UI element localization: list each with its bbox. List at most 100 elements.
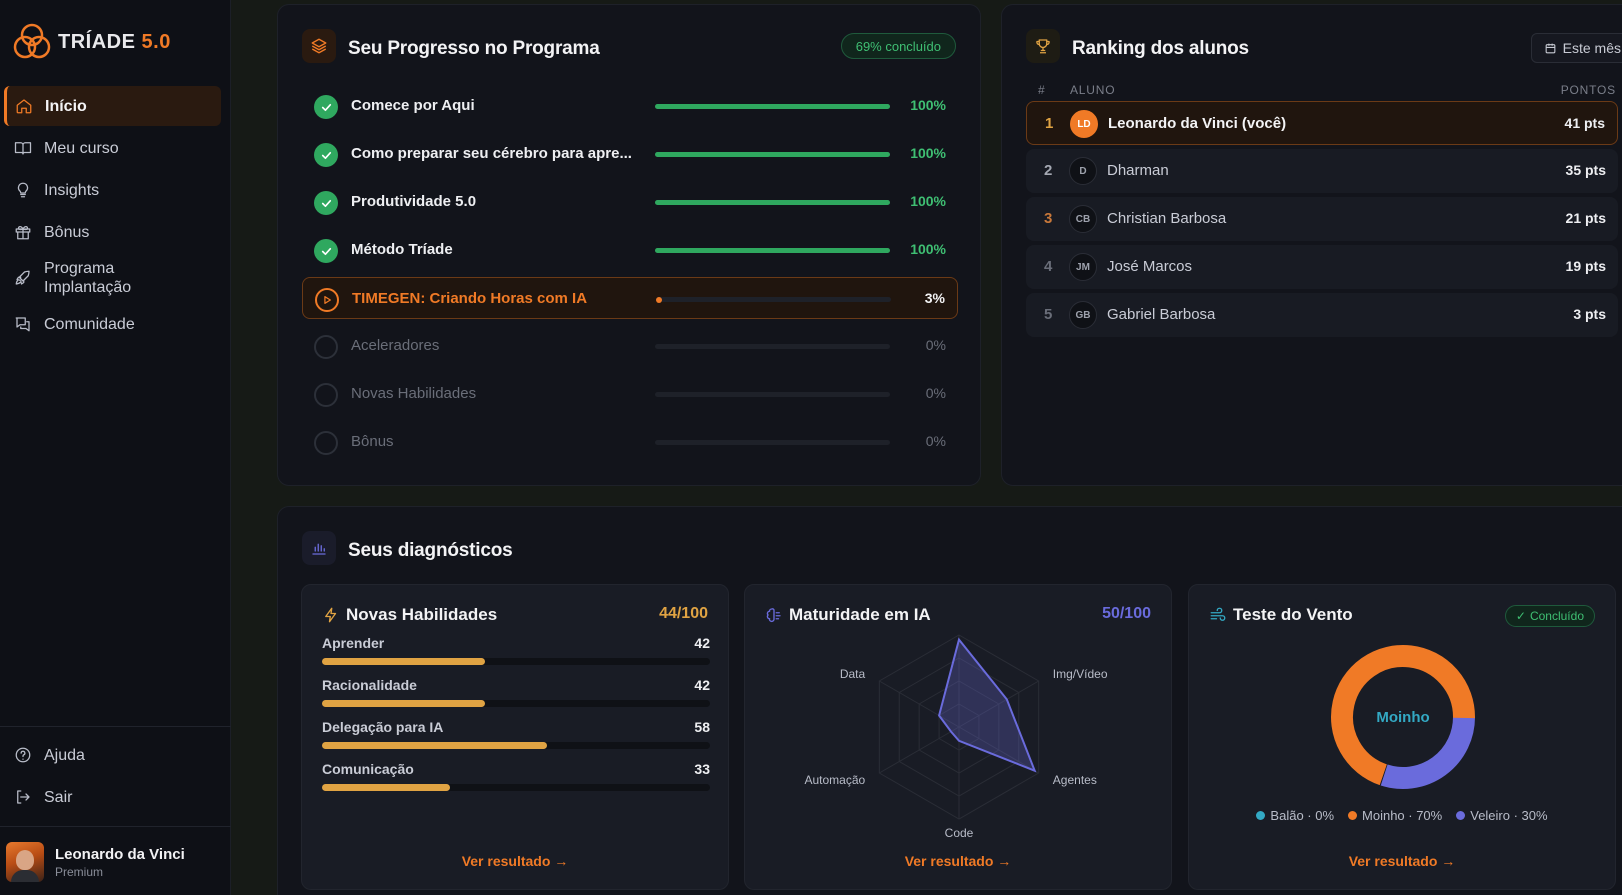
module-percent: 100% [910,97,946,113]
legend-item: Balão · 0% [1256,808,1334,823]
donut-chart: Moinho [1331,645,1475,789]
skill-name: Delegação para IA [322,719,444,735]
ranking-row[interactable]: 2 D Dharman 35 pts [1026,149,1618,193]
empty-circle-icon [314,335,338,359]
radar-axis [879,680,960,728]
maturity-result-link[interactable]: Ver resultado → [904,853,1012,869]
legend-dot [1348,811,1358,820]
progress-row[interactable]: Método Tríade 100% [302,229,958,271]
check-circle-icon [314,95,338,119]
wind-card: Teste do Vento ✓ Concluído Moinho Balão … [1188,584,1616,890]
main-nav: Início Meu curso Insights Bônus Programa… [0,86,231,346]
radar-label: Chatbots [935,625,983,628]
radar-axis [879,726,960,774]
sidebar-item-bonus[interactable]: Bônus [4,212,221,252]
check-icon: ✓ [1515,609,1526,623]
module-percent: 0% [925,433,946,449]
radar-chart: Chatbots Img/Vídeo Agentes Code Automação Dat… [804,625,1108,840]
student-points: 35 pts [1565,162,1606,178]
progress-row[interactable]: Produtividade 5.0 100% [302,181,958,223]
col-header-points: PONTOS [1560,83,1616,97]
sidebar-item-meu-curso[interactable]: Meu curso [4,128,221,168]
status-badge: ✓ Concluído [1504,605,1595,627]
ranking-row[interactable]: 3 CB Christian Barbosa 21 pts [1026,197,1618,241]
legend-item: Moinho · 70% [1348,808,1442,823]
wind-result-link[interactable]: Ver resultado → [1348,853,1456,869]
skills-result-link[interactable]: Ver resultado → [461,853,569,869]
legend-dot [1256,811,1266,820]
book-icon [14,142,32,155]
student-name: Christian Barbosa [1107,210,1227,227]
skills-score: 44/100 [659,605,708,622]
help-icon [15,747,31,763]
legend-dot [1456,811,1466,820]
progress-row[interactable]: Novas Habilidades 0% [302,373,958,415]
skill-name: Racionalidade [322,677,417,693]
skill-track [322,784,710,791]
progress-row[interactable]: Comece por Aqui 100% [302,85,958,127]
sidebar-item-label: Sair [44,788,73,806]
bar-chart-icon [302,531,336,565]
skill-fill [322,700,485,707]
rank-position: 3 [1044,210,1053,227]
wind-title: Teste do Vento [1233,605,1353,624]
module-name: TIMEGEN: Criando Horas com IA [352,290,588,307]
sidebar-item-sair[interactable]: Sair [4,777,221,817]
skill-fill [322,742,548,749]
maturity-card: Maturidade em IA 50/100 Chatbots Img/Víde… [744,584,1172,890]
layers-icon [302,29,336,63]
sidebar-item-insights[interactable]: Insights [4,170,221,210]
logo[interactable]: TRÍADE 5.0 [12,22,171,62]
avatar: CB [1069,205,1097,233]
legend-label: Balão · 0% [1270,808,1335,823]
skill-name: Aprender [322,635,385,651]
student-name: Gabriel Barbosa [1107,306,1216,323]
ranking-row[interactable]: 5 GB Gabriel Barbosa 3 pts [1026,293,1618,337]
sidebar-item-label: Ajuda [44,746,85,764]
skills-card: Novas Habilidades 44/100 Aprender 42 Racio… [301,584,729,890]
skill-fill [322,784,451,791]
student-points: 19 pts [1565,258,1606,274]
module-name: Produtividade 5.0 [351,193,477,210]
avatar: JM [1069,253,1097,281]
student-name: José Marcos [1107,258,1193,275]
progress-row[interactable]: Aceleradores 0% [302,325,958,367]
skill-value: 33 [694,761,710,777]
sidebar-item-label: Meu curso [44,139,119,157]
module-name: Como preparar seu cérebro para apre... [351,145,632,162]
lightning-icon [325,607,337,623]
progress-track [655,200,890,205]
period-selector[interactable]: Este mês [1530,33,1622,63]
sidebar-item-label: Programa Implantação [44,260,132,296]
col-header-pos: # [1038,83,1046,97]
sidebar-divider [0,726,231,727]
progress-row[interactable]: Como preparar seu cérebro para apre... 10… [302,133,958,175]
sidebar-item-comunidade[interactable]: Comunidade [4,304,221,344]
module-percent: 0% [925,337,946,353]
sidebar-item-ajuda[interactable]: Ajuda [4,735,221,775]
ranking-row[interactable]: 1 LD Leonardo da Vinci (você) 41 pts [1026,101,1618,145]
user-profile[interactable]: Leonardo da Vinci Premium [6,842,185,882]
progress-track [656,296,891,303]
student-name: Dharman [1107,162,1169,179]
progress-track [655,440,890,445]
progress-row[interactable]: TIMEGEN: Criando Horas com IA 3% [302,277,958,319]
ranking-row[interactable]: 4 JM José Marcos 19 pts [1026,245,1618,289]
donut-slice [1380,716,1475,789]
col-header-student: ALUNO [1070,83,1116,97]
home-icon [16,99,32,114]
sidebar-divider [0,826,231,827]
radar-label: Img/Vídeo [1053,667,1108,681]
brand-name: TRÍADE [58,30,136,53]
student-points: 41 pts [1564,115,1605,131]
bottom-nav: Ajuda Sair [0,735,231,819]
progress-track [655,344,890,349]
skill-track [322,742,710,749]
skill-value: 42 [694,635,710,651]
sidebar-item-programa-implantacao[interactable]: Programa Implantação [4,254,221,302]
avatar: GB [1069,301,1097,329]
module-percent: 100% [910,193,946,209]
progress-row[interactable]: Bônus 0% [302,421,958,463]
sidebar-item-inicio[interactable]: Início [4,86,221,126]
ranking-card: Ranking dos alunos Este mês # ALUNO PONT… [1001,4,1622,486]
